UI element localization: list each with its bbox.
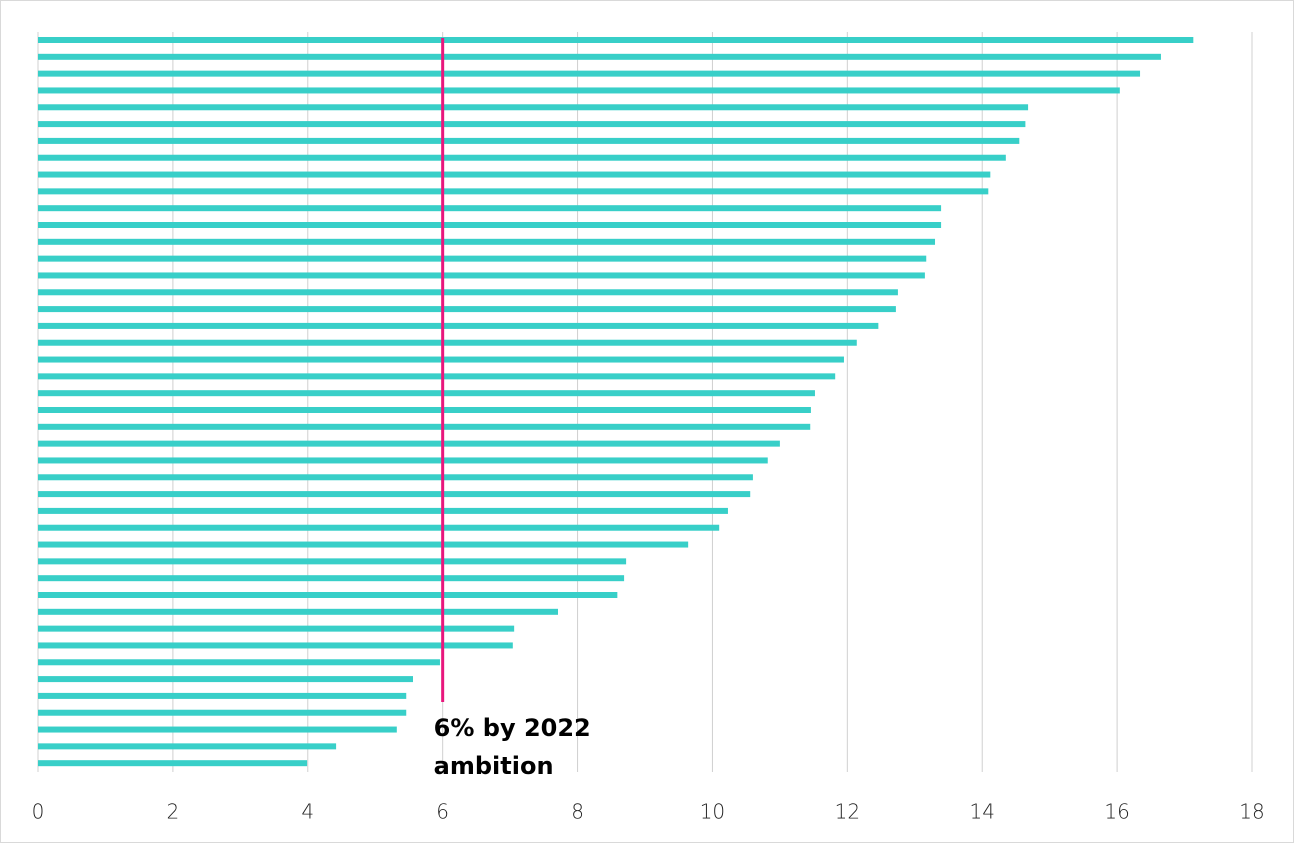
bar	[38, 491, 751, 498]
bar	[38, 171, 991, 178]
bar	[38, 104, 1029, 111]
bar	[38, 339, 857, 346]
x-tick-label: 4	[301, 800, 314, 824]
x-tick-label: 6	[436, 800, 449, 824]
bar	[38, 205, 942, 212]
bar	[38, 676, 413, 683]
bar	[38, 322, 879, 329]
bar	[38, 659, 440, 666]
bar	[38, 709, 407, 716]
bar	[38, 306, 896, 313]
bar	[38, 272, 925, 279]
bar	[38, 575, 625, 582]
bar	[38, 53, 1161, 60]
bar	[38, 474, 753, 481]
bar	[38, 743, 337, 750]
bar	[38, 70, 1141, 77]
bar	[38, 356, 844, 363]
bar	[38, 373, 836, 380]
bar	[38, 507, 728, 514]
x-tick-label: 2	[167, 800, 180, 824]
bar	[38, 524, 720, 531]
bar	[38, 692, 407, 699]
x-tick-label: 0	[32, 800, 45, 824]
bar	[38, 457, 768, 464]
bar	[38, 222, 942, 228]
bar	[38, 423, 811, 430]
bar	[38, 137, 1020, 144]
reference-label: 6% by 2022	[434, 714, 591, 742]
reference-label: ambition	[434, 752, 554, 780]
bar	[38, 760, 308, 767]
bar	[38, 407, 811, 413]
bar	[38, 188, 989, 195]
bar	[38, 625, 515, 632]
bar	[38, 440, 780, 447]
bar	[38, 255, 927, 262]
bar	[38, 87, 1120, 94]
bar	[38, 642, 513, 649]
x-tick-label: 14	[969, 800, 994, 824]
bar	[38, 592, 618, 598]
bar	[38, 608, 558, 615]
bar	[38, 154, 1006, 161]
x-tick-label: 8	[571, 800, 584, 824]
bar	[38, 541, 689, 548]
bar	[38, 37, 1194, 43]
bar	[38, 558, 627, 565]
x-tick-label: 12	[835, 800, 860, 824]
bar	[38, 289, 898, 296]
x-tick-label: 18	[1239, 800, 1264, 824]
bar	[38, 238, 936, 245]
bar	[38, 726, 397, 733]
bar	[38, 121, 1026, 128]
x-tick-label: 10	[700, 800, 725, 824]
bar	[38, 390, 815, 397]
x-tick-label: 16	[1104, 800, 1129, 824]
